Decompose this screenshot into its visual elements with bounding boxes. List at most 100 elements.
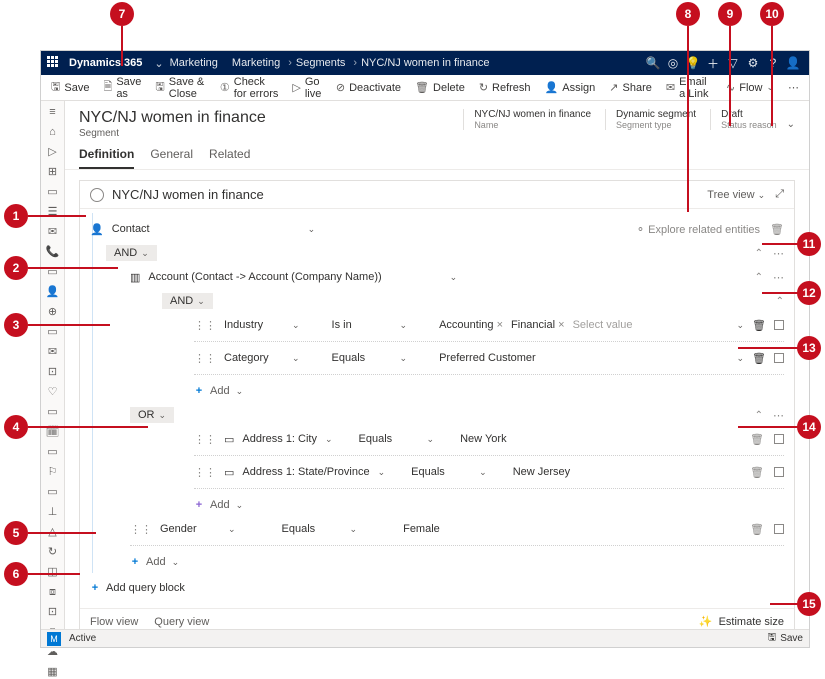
attr-select[interactable]: Industry	[224, 319, 284, 331]
nav-item[interactable]: ⊕	[45, 305, 61, 319]
app-area[interactable]: Marketing	[170, 57, 218, 69]
cmd-check[interactable]: ①Check for errors	[214, 74, 285, 102]
add-clause[interactable]: +Add⌄	[90, 379, 784, 403]
cmd-refresh[interactable]: ↻Refresh	[473, 79, 537, 96]
nav-item[interactable]: ☁	[45, 645, 61, 659]
nav-item[interactable]: ▭	[45, 325, 61, 339]
nav-home[interactable]: ⌂	[45, 125, 61, 139]
tab-related[interactable]: Related	[209, 147, 250, 169]
grip-icon[interactable]: ⋮⋮	[194, 466, 216, 479]
nav-item[interactable]: ⊡	[45, 365, 61, 379]
op-select[interactable]: Equals	[359, 433, 419, 445]
status-save[interactable]: Save	[780, 633, 803, 644]
grip-icon[interactable]: ⋮⋮	[194, 319, 216, 332]
tab-general[interactable]: General	[150, 147, 193, 169]
checkbox[interactable]	[774, 524, 784, 534]
attr-select[interactable]: Address 1: State/Province	[242, 466, 369, 478]
checkbox[interactable]	[774, 434, 784, 444]
header-expand[interactable]: ⌄	[787, 119, 795, 130]
attr-select[interactable]: Category	[224, 352, 284, 364]
op-select[interactable]: Equals	[332, 352, 392, 364]
checkbox[interactable]	[774, 353, 784, 363]
checkbox[interactable]	[774, 320, 784, 330]
add-clause[interactable]: +Add⌄	[90, 493, 784, 517]
nav-item[interactable]: ▦	[45, 665, 61, 679]
grip-icon[interactable]: ⋮⋮	[194, 352, 216, 365]
nav-item[interactable]: ▷	[45, 145, 61, 159]
tag-value[interactable]: Accounting ×	[439, 319, 503, 331]
value-placeholder[interactable]: Select value	[573, 319, 633, 331]
collapse-icon[interactable]: ⌃	[755, 248, 763, 259]
cmd-golive[interactable]: ▷Go live	[286, 74, 327, 102]
nav-item[interactable]: ⚐	[45, 465, 61, 479]
plus-icon[interactable]: ＋	[703, 55, 723, 72]
nav-item[interactable]: 📞	[45, 245, 61, 259]
delete-icon[interactable]: 🗑	[750, 466, 764, 479]
cmd-saveclose[interactable]: 🖫Save & Close	[149, 74, 211, 102]
collapse-icon[interactable]: ⌃	[755, 272, 763, 283]
filter-icon[interactable]: ▽	[723, 56, 743, 70]
delete-icon[interactable]: 🗑	[750, 433, 764, 446]
op-select[interactable]: Equals	[282, 523, 342, 535]
collapse-icon[interactable]: ⌃	[755, 410, 763, 421]
nav-item[interactable]: ◫	[45, 565, 61, 579]
cmd-assign[interactable]: 👤Assign	[539, 79, 602, 96]
add-query-block[interactable]: +Add query block	[90, 574, 784, 602]
op-select[interactable]: Equals	[411, 466, 471, 478]
app-launcher-icon[interactable]	[47, 56, 61, 70]
help-icon[interactable]: ?	[763, 56, 783, 70]
cmd-more[interactable]: ⋯	[782, 79, 805, 96]
collapse-icon[interactable]: ⌃	[776, 296, 784, 307]
delete-icon[interactable]: 🗑	[770, 223, 784, 236]
nav-hamburger[interactable]: ≡	[45, 105, 61, 119]
more-icon[interactable]: ⋯	[773, 247, 784, 260]
value[interactable]: New Jersey	[513, 466, 570, 478]
save-icon[interactable]: 🖫	[768, 630, 777, 647]
bulb-icon[interactable]: 💡	[683, 56, 703, 70]
nav-item[interactable]: ⊡	[45, 605, 61, 619]
attr-select[interactable]: Gender	[160, 523, 220, 535]
breadcrumb-1[interactable]: Segments	[296, 57, 346, 69]
or-operator[interactable]: OR⌄	[130, 407, 174, 423]
more-icon[interactable]: ⋯	[773, 409, 784, 422]
search-icon[interactable]: 🔍	[643, 56, 663, 70]
nav-item[interactable]: ▭	[45, 185, 61, 199]
attr-select[interactable]: Address 1: City	[242, 433, 317, 445]
add-clause[interactable]: +Add⌄	[90, 550, 784, 574]
explore-related[interactable]: ⚬ Explore related entities	[636, 223, 760, 236]
grip-icon[interactable]: ⋮⋮	[130, 523, 152, 536]
gear-icon[interactable]: ⚙	[743, 56, 763, 70]
breadcrumb-2[interactable]: NYC/NJ women in finance	[361, 57, 489, 69]
cmd-deactivate[interactable]: ⊘Deactivate	[330, 79, 407, 96]
nav-item[interactable]: ✉	[45, 225, 61, 239]
nav-item[interactable]: ♡	[45, 385, 61, 399]
and-operator[interactable]: AND⌄	[162, 293, 213, 309]
value[interactable]: Preferred Customer	[439, 352, 536, 364]
nav-item[interactable]: 👤	[45, 285, 61, 299]
and-operator[interactable]: AND⌄	[106, 245, 157, 261]
delete-icon[interactable]: 🗑	[752, 352, 766, 365]
query-view-link[interactable]: Query view	[154, 616, 209, 628]
cmd-delete[interactable]: 🗑Delete	[409, 79, 471, 96]
op-select[interactable]: Is in	[332, 319, 392, 331]
grip-icon[interactable]: ⋮⋮	[194, 433, 216, 446]
fullscreen-icon[interactable]: ⤢	[775, 188, 784, 201]
nav-item[interactable]: ▭	[45, 485, 61, 499]
cmd-save[interactable]: 🖫Save	[45, 76, 95, 99]
target-icon[interactable]: ◎	[663, 56, 683, 70]
delete-icon[interactable]: 🗑	[752, 319, 766, 332]
nav-item[interactable]: ▭	[45, 405, 61, 419]
cmd-share[interactable]: ↗Share	[603, 79, 658, 96]
nav-item[interactable]: ⊞	[45, 165, 61, 179]
nav-item[interactable]: ⧈	[45, 585, 61, 599]
nav-item[interactable]: ⊥	[45, 505, 61, 519]
nav-item[interactable]: ↻	[45, 545, 61, 559]
related-entity-row[interactable]: ▥ Account (Contact -> Account (Company N…	[90, 265, 784, 289]
cmd-saveas[interactable]: 🗎Save as	[97, 74, 147, 102]
nav-item[interactable]: ▭	[45, 445, 61, 459]
view-toggle[interactable]: Tree view ⌄	[707, 189, 765, 201]
value[interactable]: Female	[403, 523, 440, 535]
flow-view-link[interactable]: Flow view	[90, 616, 138, 628]
tab-definition[interactable]: Definition	[79, 147, 134, 169]
estimate-size[interactable]: ✨Estimate size	[699, 615, 784, 628]
